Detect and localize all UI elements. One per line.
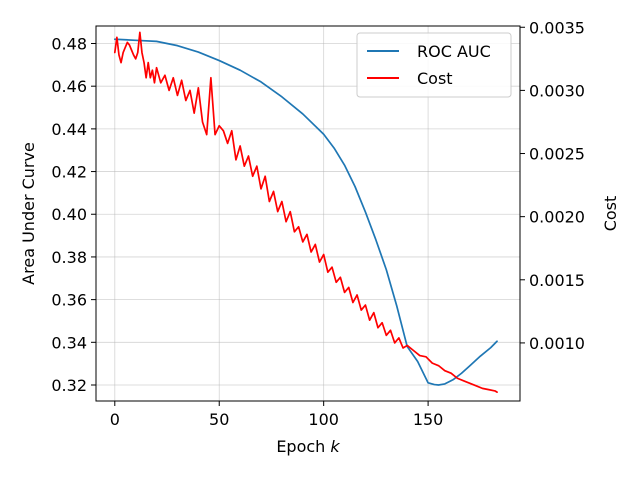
x-axis-label: Epoch k [276,437,340,456]
y-right-tick-label: 0.0030 [529,81,585,100]
y-left-tick-label: 0.44 [51,120,87,139]
y-axis-right: 0.0010 0.0015 0.0020 0.0025 0.0030 0.0035 [520,18,585,353]
x-axis-label-text: Epoch [276,437,325,456]
series-layer [113,31,498,394]
y-axis-left-label: Area Under Curve [19,142,38,285]
x-axis-label-var: k [330,437,340,456]
legend-frame [356,32,512,98]
y-left-tick-label: 0.40 [51,205,87,224]
y-right-tick-label: 0.0015 [529,271,585,290]
y-right-tick-label: 0.0020 [529,208,585,227]
y-right-tick-label: 0.0025 [529,145,585,164]
x-tick-label: 100 [308,410,339,429]
x-tick-label: 50 [209,410,229,429]
x-tick-label: 0 [110,410,120,429]
x-axis: 0 50 100 150 [110,401,444,429]
y-axis-right-label: Cost [601,196,620,232]
y-left-tick-label: 0.46 [51,77,87,96]
x-tick-label: 150 [413,410,444,429]
y-left-tick-label: 0.32 [51,376,87,395]
y-left-tick-label: 0.36 [51,291,87,310]
y-left-tick-label: 0.48 [51,35,87,54]
legend-label-roc-auc: ROC AUC [417,42,491,61]
series-line-roc-auc [113,38,498,386]
y-left-tick-label: 0.34 [51,333,87,352]
y-left-tick-label: 0.42 [51,163,87,182]
series-line-cost [113,31,498,394]
plot-frame [95,25,521,402]
y-axis-left: 0.32 0.34 0.36 0.38 0.40 0.42 0.44 0.46 0.48 [51,35,96,395]
legend-label-cost: Cost [417,69,453,88]
y-right-tick-label: 0.0035 [529,18,585,37]
y-right-tick-label: 0.0010 [529,334,585,353]
y-left-tick-label: 0.38 [51,248,87,267]
legend: ROC AUC Cost [356,32,512,98]
